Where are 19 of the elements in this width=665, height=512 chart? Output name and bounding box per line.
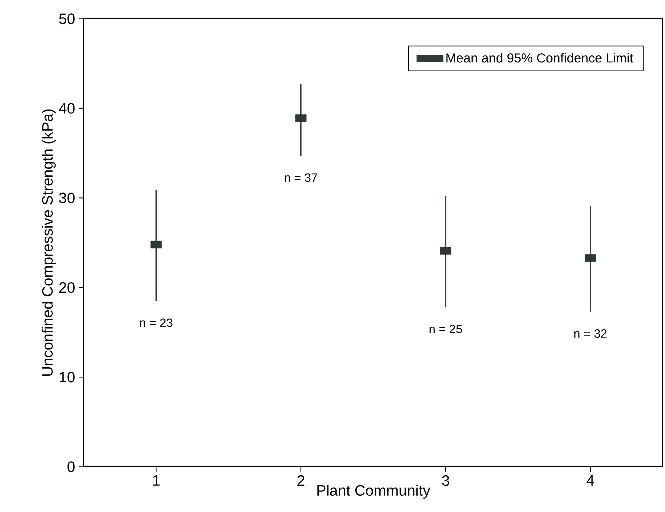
y-tick-label: 20: [60, 282, 75, 294]
annotation: n = 37: [285, 174, 318, 182]
y-tick-label: 10: [60, 372, 75, 383]
annotation: n = 25: [430, 325, 462, 334]
point: [585, 254, 596, 262]
legend-label: Mean and 95% Confidence Limit: [446, 53, 634, 63]
y-tick-label: 40: [59, 103, 75, 114]
y-axis-title: Unconfined Compressive Strength (kPa): [42, 110, 56, 376]
annotation: n = 32: [574, 330, 607, 338]
y-tick-label: 50: [59, 14, 75, 24]
y-tick-label: 30: [59, 192, 75, 204]
x-tick-label: 4: [586, 476, 594, 486]
point: [150, 240, 162, 249]
annotation: n = 23: [140, 318, 173, 328]
x-tick-label: 3: [442, 476, 450, 486]
x-axis-title: Plant Community: [318, 484, 431, 499]
x-tick-label: 1: [153, 476, 160, 486]
x-tick-label: 2: [298, 476, 305, 486]
y-tick-label: 0: [68, 462, 75, 472]
